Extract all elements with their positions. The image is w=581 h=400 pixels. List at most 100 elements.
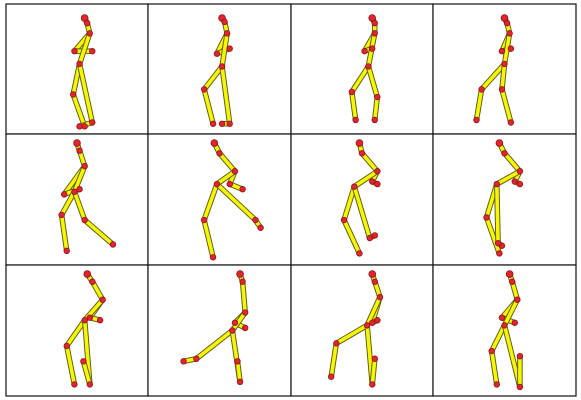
joint-marker	[501, 150, 508, 157]
bone	[72, 189, 87, 222]
pose-cell-9	[5, 264, 149, 397]
joint-marker	[71, 381, 78, 388]
head-joint	[210, 139, 219, 147]
pose-cell-6	[147, 133, 292, 266]
joint-marker	[498, 86, 506, 93]
bone	[350, 64, 371, 94]
bone	[220, 31, 229, 69]
joint-marker	[516, 352, 524, 360]
head-joint	[73, 139, 81, 147]
bone	[350, 90, 358, 122]
joint-marker	[218, 120, 226, 127]
bone	[59, 189, 77, 217]
bone	[81, 359, 92, 387]
joint-marker	[516, 180, 524, 188]
joint-marker	[514, 296, 521, 303]
pose-cell-7	[290, 133, 434, 266]
joint-marker	[223, 30, 231, 37]
joint-marker	[327, 373, 335, 380]
joint-marker	[516, 168, 524, 175]
joint-marker	[507, 119, 515, 126]
head-joint	[83, 270, 92, 278]
pose-cell-10	[147, 264, 292, 397]
bone	[352, 184, 372, 240]
joint-marker	[369, 319, 376, 326]
joint-marker	[209, 254, 217, 261]
joint-marker	[374, 317, 381, 324]
head-joint	[236, 270, 244, 278]
bone	[352, 169, 380, 189]
joint-marker	[86, 30, 93, 37]
joint-marker	[109, 241, 117, 248]
joint-marker	[498, 47, 506, 55]
joint-marker	[361, 47, 368, 55]
bone	[202, 182, 219, 222]
joint-marker	[473, 116, 480, 124]
joint-marker	[231, 319, 239, 326]
bone	[71, 92, 87, 129]
bone	[194, 328, 235, 361]
bone	[59, 213, 69, 253]
joint-marker	[231, 168, 239, 175]
joint-marker	[348, 88, 356, 96]
joint-marker	[371, 355, 379, 362]
joint-marker	[358, 150, 366, 157]
bone	[370, 356, 377, 387]
joint-marker	[80, 358, 87, 365]
joint-marker	[229, 327, 236, 334]
joint-marker	[216, 150, 223, 157]
joint-marker	[374, 180, 381, 188]
joint-marker	[86, 314, 94, 321]
joint-marker	[60, 191, 68, 198]
cell-frame	[147, 264, 292, 397]
joint-marker	[81, 216, 88, 224]
bone	[82, 218, 115, 247]
joint-marker	[58, 211, 65, 219]
joint-marker	[509, 278, 516, 285]
head-joint	[355, 139, 364, 147]
joint-marker	[89, 119, 96, 126]
joint-marker	[180, 358, 187, 365]
pose-cell-8	[432, 133, 577, 266]
joint-marker	[374, 93, 381, 101]
bone	[372, 95, 380, 122]
joint-marker	[63, 342, 70, 350]
joint-marker	[76, 123, 83, 130]
joint-marker	[236, 378, 244, 386]
joint-marker	[83, 19, 91, 27]
joint-marker	[89, 47, 96, 55]
joint-marker	[241, 324, 249, 332]
joint-marker	[76, 60, 83, 68]
joint-marker	[81, 162, 88, 170]
joint-marker	[71, 188, 78, 195]
joint-marker	[503, 19, 511, 27]
joint-marker	[218, 63, 226, 70]
bone	[502, 31, 512, 66]
bone	[64, 318, 87, 348]
bone	[202, 64, 224, 92]
joint-marker	[501, 60, 508, 68]
joint-marker	[241, 309, 249, 316]
joint-marker	[252, 216, 259, 224]
joint-marker	[352, 116, 359, 124]
joint-marker	[69, 91, 77, 98]
joint-marker	[371, 232, 379, 239]
head-joint	[505, 270, 514, 278]
bone	[240, 279, 247, 315]
bone	[77, 31, 92, 66]
joint-marker	[369, 381, 376, 388]
joint-marker	[76, 186, 83, 193]
joint-marker	[257, 224, 264, 231]
joint-marker	[371, 116, 378, 124]
joint-marker	[371, 30, 378, 37]
joint-marker	[511, 319, 518, 326]
joint-marker	[363, 322, 371, 329]
bone	[474, 87, 484, 122]
joint-marker	[351, 183, 358, 190]
bone	[502, 297, 520, 328]
head-joint	[495, 139, 504, 147]
joint-marker	[234, 358, 241, 365]
bone	[90, 279, 105, 302]
joint-marker	[76, 147, 83, 154]
bone	[220, 64, 232, 126]
